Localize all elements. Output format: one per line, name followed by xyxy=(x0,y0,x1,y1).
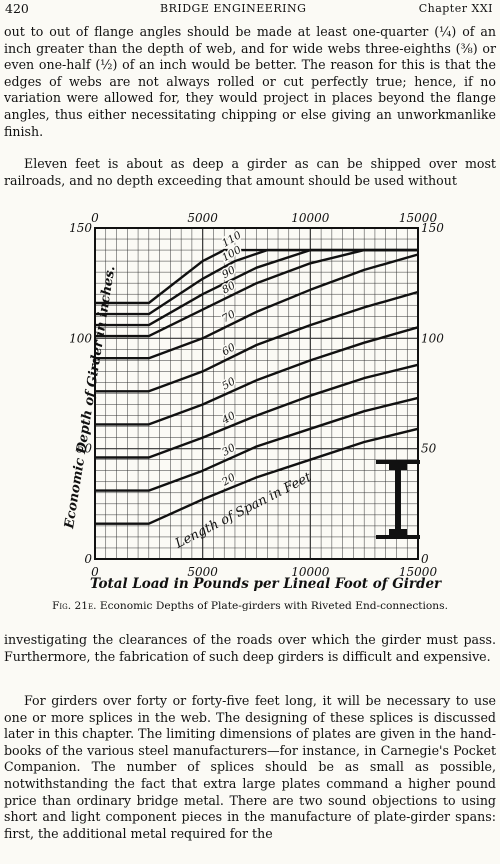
girder-section-icon xyxy=(376,460,420,539)
x-tick-label-bottom: 15000 xyxy=(399,565,438,579)
page-number: 420 xyxy=(5,1,29,16)
x-tick-label-bottom: 5000 xyxy=(187,565,218,579)
series-line-60 xyxy=(95,290,419,393)
x-tick-label-bottom: 10000 xyxy=(291,565,330,579)
separator xyxy=(0,619,500,620)
y-tick-label-right: 100 xyxy=(421,331,444,345)
paragraph-4: For girders over forty or forty-five fee… xyxy=(4,693,496,841)
x-axis-label: Total Load in Pounds per Lineal Foot of … xyxy=(90,576,442,592)
series-line-30 xyxy=(95,396,419,492)
figure-caption-text: Economic Depths of Plate-girders with Ri… xyxy=(99,600,448,612)
x-tick-label-top: 15000 xyxy=(399,211,438,225)
figure-label: Fig. 21e. xyxy=(52,600,97,612)
x-tick-label-top: 10000 xyxy=(291,211,330,225)
x-tick-label-bottom: 0 xyxy=(91,565,99,579)
y-tick-label-right: 150 xyxy=(421,221,444,235)
plot-frame xyxy=(94,227,419,560)
series-line-40 xyxy=(95,363,419,459)
series-line-110 xyxy=(95,248,418,305)
y-tick-label-left: 150 xyxy=(69,221,92,235)
figure-caption: Fig. 21e. Economic Depths of Plate-girde… xyxy=(0,600,500,612)
page-header: 420 BRIDGE ENGINEERING Chapter XXI xyxy=(5,1,493,17)
series-line-70 xyxy=(95,253,419,360)
y-tick-label-left: 0 xyxy=(84,552,92,566)
y-tick-label-left: 50 xyxy=(77,442,93,456)
running-title: BRIDGE ENGINEERING xyxy=(160,2,307,15)
chapter-label: Chapter XXI xyxy=(418,2,493,15)
x-tick-label-top: 0 xyxy=(91,211,99,225)
chart-frame xyxy=(94,227,419,560)
y-tick-label-right: 50 xyxy=(421,442,437,456)
x-tick-label-top: 5000 xyxy=(187,211,218,225)
paragraph-2: Eleven feet is about as deep a girder as… xyxy=(4,156,496,188)
chart-curves xyxy=(95,248,419,525)
series-line-50 xyxy=(95,326,419,426)
y-tick-label-right: 0 xyxy=(421,552,429,566)
paragraph-1: out to out of flange angles should be ma… xyxy=(4,24,496,139)
paragraph-3: investigating the clearances of the road… xyxy=(4,632,496,664)
y-tick-label-left: 100 xyxy=(69,331,92,345)
series-line-20 xyxy=(95,427,419,525)
